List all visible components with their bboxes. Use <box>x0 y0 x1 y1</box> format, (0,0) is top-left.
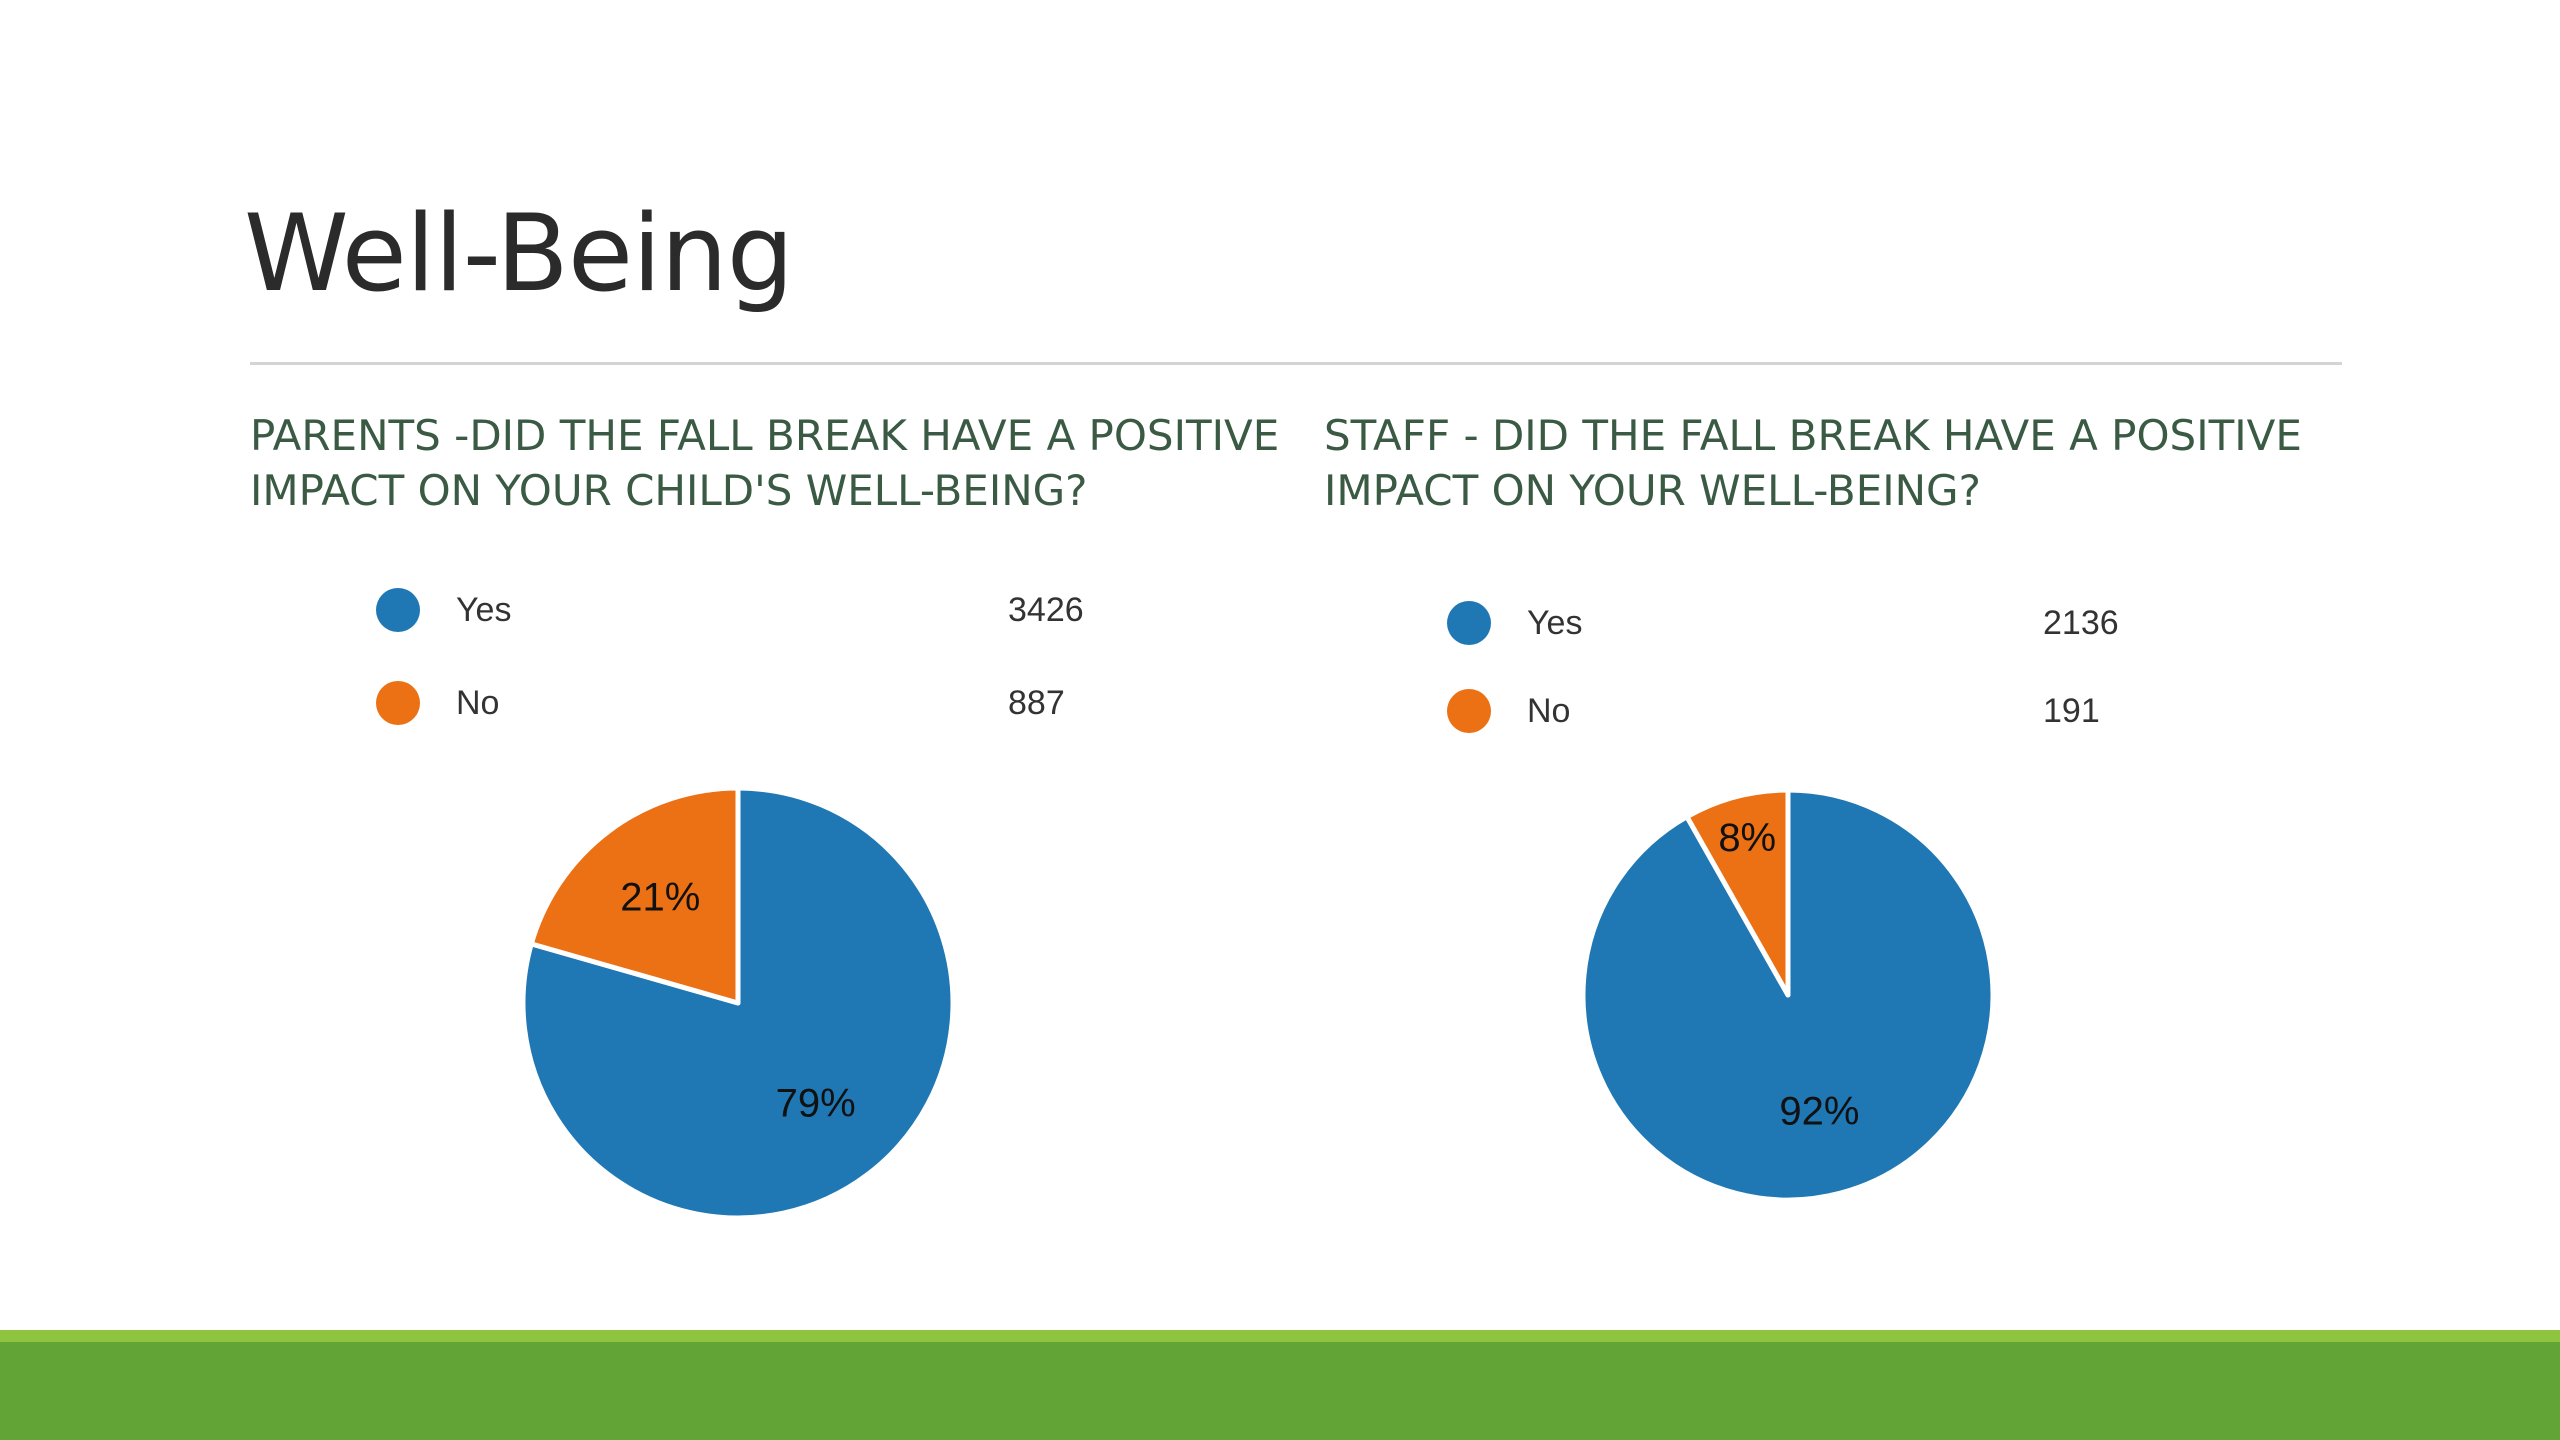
parents-chart-panel: PARENTS -DID THE FALL BREAK HAVE A POSIT… <box>250 408 1290 518</box>
legend-label-yes: Yes <box>456 591 512 629</box>
parents-question-title: PARENTS -DID THE FALL BREAK HAVE A POSIT… <box>250 411 1280 515</box>
legend-dot-yes-icon <box>376 588 420 632</box>
legend-dot-yes-icon <box>1447 601 1491 645</box>
legend-count-no: 887 <box>1008 684 1065 722</box>
pie-label-yes: 92% <box>1779 1089 1859 1133</box>
pie-slice-no <box>528 785 741 1006</box>
pie-slice-no <box>1684 787 1791 998</box>
pie-label-yes: 79% <box>776 1082 856 1126</box>
legend-count-no: 191 <box>2043 692 2100 730</box>
pie-label-no: 21% <box>620 876 700 920</box>
legend-dot-no-icon <box>1447 689 1491 733</box>
footer-accent-band <box>0 1330 2560 1342</box>
pie-slice-yes <box>520 785 956 1221</box>
legend-count-yes: 2136 <box>2043 604 2119 642</box>
staff-chart-panel: STAFF - DID THE FALL BREAK HAVE A POSITI… <box>1324 408 2364 518</box>
legend-label-yes: Yes <box>1527 604 1583 642</box>
legend-dot-no-icon <box>376 681 420 725</box>
pie-label-no: 8% <box>1718 816 1776 860</box>
slide-title: Well-Being <box>244 192 794 315</box>
footer-band <box>0 1342 2560 1440</box>
legend-count-yes: 3426 <box>1008 591 1084 629</box>
legend-label-no: No <box>456 684 500 722</box>
legend-label-no: No <box>1527 692 1571 730</box>
title-divider <box>250 362 2342 365</box>
staff-question-title: STAFF - DID THE FALL BREAK HAVE A POSITI… <box>1324 411 2302 515</box>
